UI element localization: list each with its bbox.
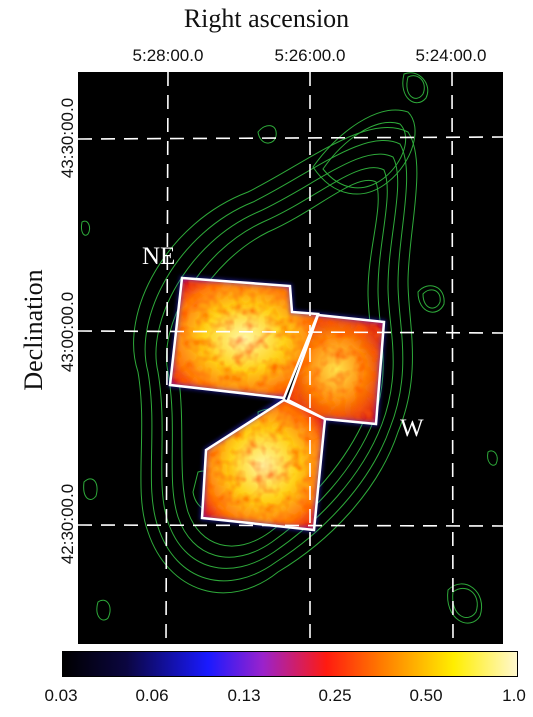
colorbar-tick-label: 1.0 bbox=[502, 686, 526, 705]
colorbar-gradient bbox=[62, 651, 518, 677]
colorbar-tick-label: 0.50 bbox=[409, 686, 443, 705]
sky-map: NE W bbox=[78, 72, 503, 644]
x-tick-label: 5:24:00.0 bbox=[415, 46, 487, 65]
region-label-ne: NE bbox=[142, 243, 175, 270]
emission-regions bbox=[170, 278, 384, 530]
y-tick-label: 43:30:00.0 bbox=[58, 97, 77, 179]
colorbar bbox=[62, 651, 518, 677]
coordinate-grid bbox=[78, 72, 503, 644]
region-outlines bbox=[168, 276, 386, 532]
x-tick-label: 5:28:00.0 bbox=[132, 46, 204, 65]
colorbar-tick-label: 0.25 bbox=[318, 686, 352, 705]
x-tick-label: 5:26:00.0 bbox=[274, 46, 346, 65]
x-axis-title: Right ascension bbox=[183, 4, 350, 33]
colorbar-tick-label: 0.06 bbox=[135, 686, 169, 705]
y-tick-label: 42:30:00.0 bbox=[58, 483, 77, 565]
colorbar-tick-label: 0.13 bbox=[227, 686, 261, 705]
contour-lines bbox=[81, 72, 498, 624]
y-axis-title: Declination bbox=[19, 269, 48, 391]
colorbar-tick-label: 0.03 bbox=[44, 686, 78, 705]
y-tick-label: 43:00:00.0 bbox=[58, 291, 77, 373]
region-label-w: W bbox=[400, 415, 424, 442]
